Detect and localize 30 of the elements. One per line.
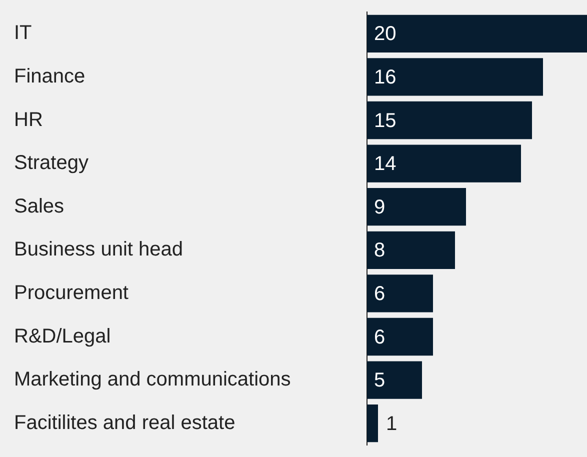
data-label: 20: [374, 23, 396, 46]
bar: [367, 188, 466, 226]
data-label: 6: [374, 282, 386, 305]
y-tick-label: HR: [14, 108, 43, 131]
y-tick-label: Facitilites and real estate: [14, 412, 236, 434]
y-tick-label: R&D/Legal: [14, 325, 111, 348]
bar: [367, 101, 532, 140]
y-tick-label: Business unit head: [14, 238, 184, 261]
data-label: 8: [374, 240, 386, 262]
y-tick-label: Finance: [14, 65, 86, 88]
bar: [367, 318, 433, 356]
data-label: 1: [386, 412, 398, 435]
bar: [367, 361, 422, 399]
bar: [367, 144, 521, 182]
bar: [367, 231, 455, 269]
data-label: 5: [374, 370, 386, 392]
y-tick-label: Procurement: [14, 282, 129, 304]
data-label: 9: [374, 196, 386, 218]
y-tick-label: IT: [14, 22, 32, 44]
data-label: 14: [374, 153, 396, 176]
data-label: 6: [374, 326, 386, 348]
bar: [367, 274, 433, 312]
data-label: 15: [374, 110, 396, 132]
bar: [367, 58, 543, 96]
data-label: 16: [374, 66, 396, 88]
y-tick-label: Strategy: [14, 152, 88, 174]
bar: [367, 404, 378, 442]
y-tick-label: Sales: [14, 195, 64, 218]
y-tick-label: Marketing and communications: [14, 368, 291, 391]
bar: [367, 14, 587, 52]
